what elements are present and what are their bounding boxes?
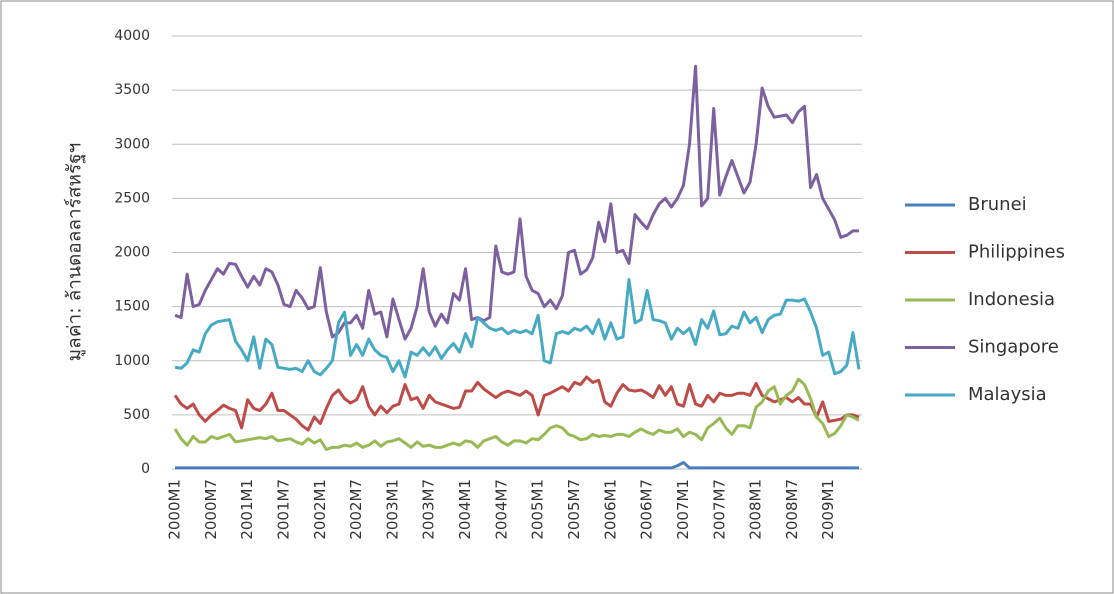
x-tick-label: 2005M7 [565, 479, 583, 540]
x-tick-label: 2009M1 [819, 479, 837, 540]
y-tick-label: 0 [141, 461, 150, 477]
x-tick-label: 2006M1 [601, 479, 619, 540]
y-tick-label: 3000 [114, 136, 150, 152]
x-tick-label: 2003M1 [383, 479, 401, 540]
y-axis-label: มูลค่า: ล้านดอลลาร์สหรัฐฯ [64, 143, 86, 362]
x-tick-label: 2007M1 [674, 479, 692, 540]
x-tick-label: 2003M7 [420, 479, 438, 540]
series-line [173, 377, 860, 452]
series-line [174, 278, 861, 379]
x-tick-label: 2004M7 [492, 479, 510, 540]
series-line [174, 64, 859, 341]
x-tick-label: 2001M7 [274, 479, 292, 540]
legend-label: Indonesia [968, 289, 1055, 310]
y-tick-label: 500 [123, 407, 150, 423]
series-line [175, 461, 859, 470]
x-tick-label: 2006M7 [638, 479, 656, 540]
x-tick-label: 2000M1 [166, 479, 184, 540]
x-tick-label: 2008M1 [747, 479, 765, 540]
legend-label: Malaysia [968, 384, 1047, 405]
x-tick-label: 2002M7 [347, 479, 365, 540]
y-tick-label: 2500 [114, 190, 150, 206]
series-line [173, 375, 860, 432]
x-tick-label: 2004M1 [456, 479, 474, 540]
legend-label: Philippines [968, 242, 1065, 263]
x-tick-label: 2007M7 [710, 479, 728, 540]
y-tick-label: 4000 [114, 28, 150, 44]
x-tick-label: 2008M7 [783, 479, 801, 540]
x-tick-label: 2000M7 [202, 479, 220, 540]
legend-label: Brunei [968, 194, 1027, 215]
x-tick-label: 2001M1 [238, 479, 256, 540]
y-tick-label: 2000 [114, 245, 150, 261]
y-tick-label: 1000 [114, 353, 150, 369]
x-tick-label: 2002M1 [311, 479, 329, 540]
x-tick-label: 2005M1 [529, 479, 547, 540]
legend-label: Singapore [968, 337, 1059, 358]
y-tick-label: 3500 [114, 82, 150, 98]
y-tick-label: 1500 [114, 299, 150, 315]
